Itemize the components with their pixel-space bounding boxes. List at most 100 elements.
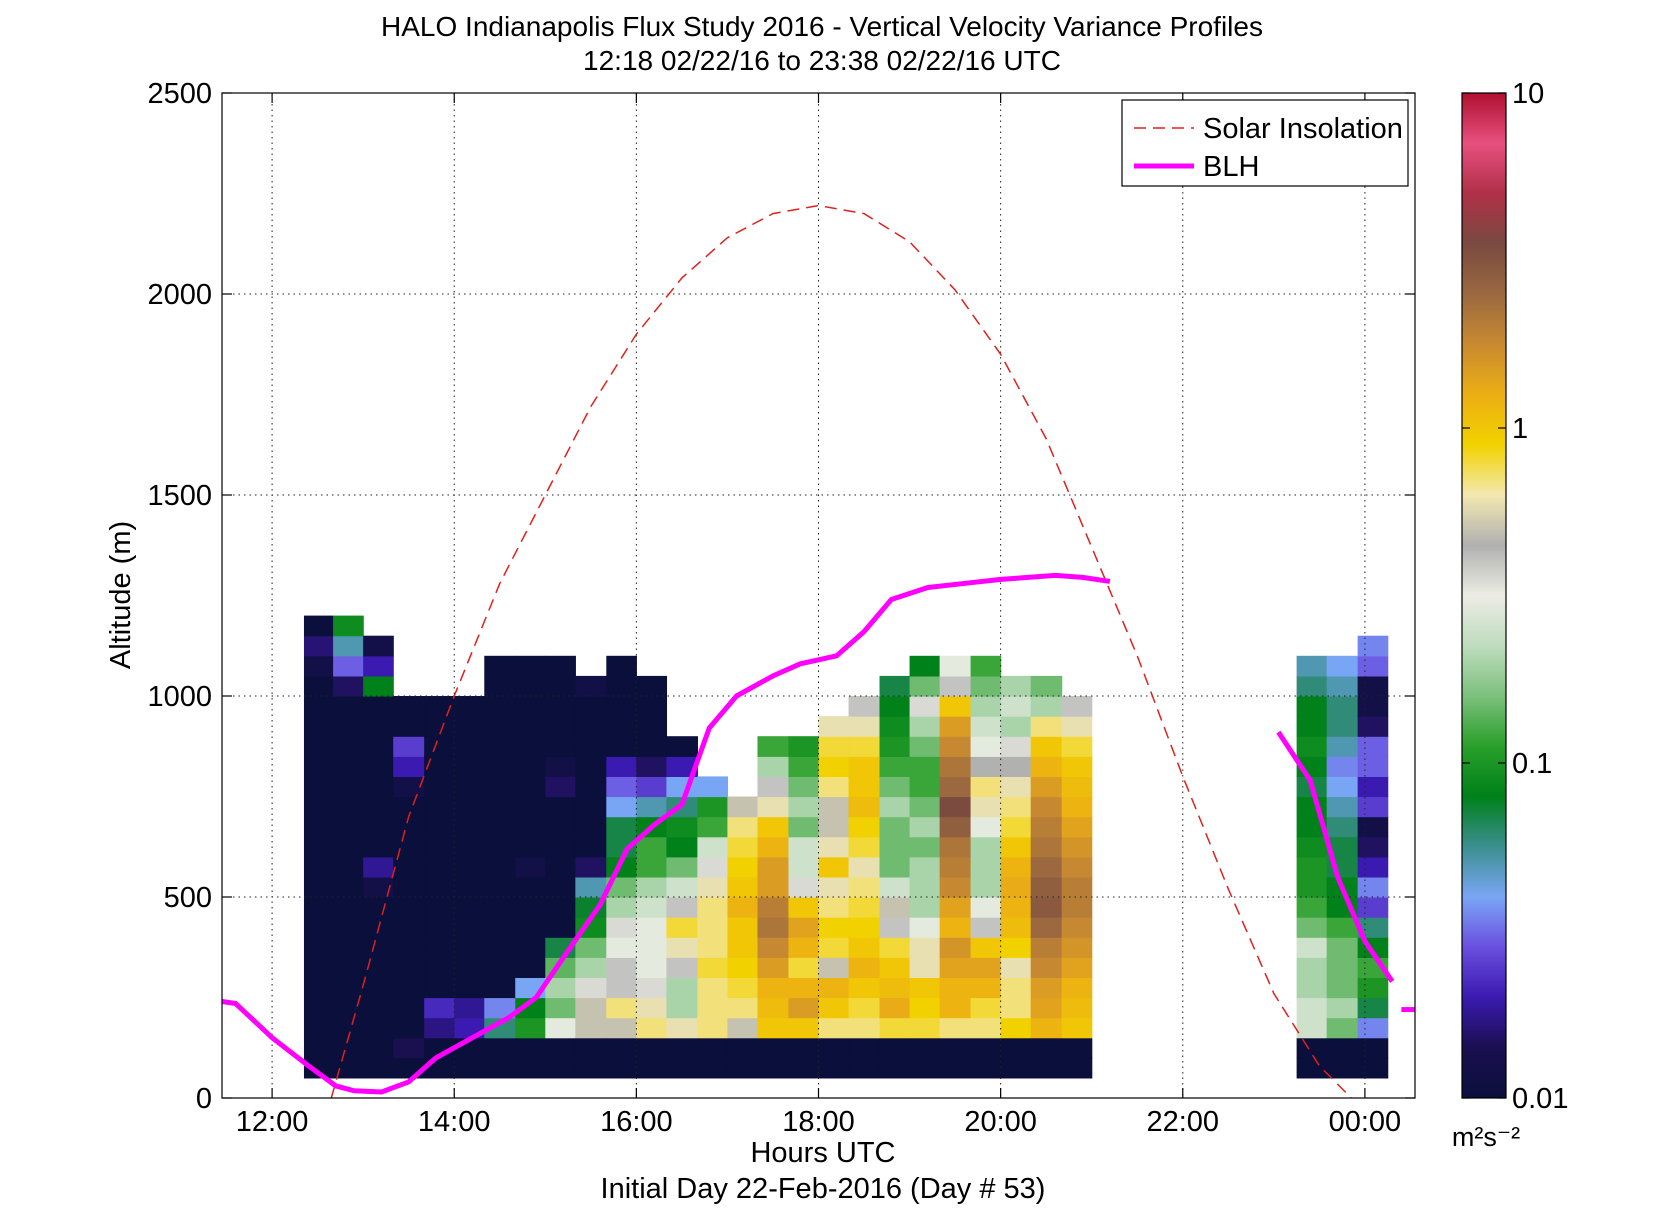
- heatmap-cell: [909, 836, 941, 858]
- heatmap-cell: [697, 856, 729, 878]
- heatmap-cell: [636, 736, 668, 757]
- heatmap-cell: [303, 736, 334, 757]
- heatmap-cell: [909, 917, 941, 938]
- heatmap-cell: [484, 696, 516, 717]
- heatmap-cell: [818, 997, 850, 1019]
- heatmap-cell: [363, 816, 394, 838]
- heatmap-cell: [303, 796, 334, 818]
- heatmap-cell: [515, 655, 546, 677]
- heatmap-cell: [848, 716, 881, 737]
- heatmap-cell: [757, 796, 790, 818]
- heatmap-cell: [939, 1057, 972, 1079]
- heatmap-cell: [303, 1037, 334, 1059]
- heatmap-cell: [1326, 1037, 1359, 1059]
- plot-area: 12:00 14:00 16:00 18:00 20:00 22:00 00:00 0 500…: [147, 78, 1416, 1138]
- heatmap-cell: [454, 756, 485, 777]
- heatmap-cell: [575, 776, 607, 798]
- heatmap-cell: [363, 856, 394, 878]
- heatmap-cell: [393, 1037, 425, 1059]
- heatmap-cell: [727, 1037, 759, 1059]
- heatmap-cell: [575, 736, 607, 757]
- heatmap-cell: [727, 957, 759, 978]
- heatmap-cell: [484, 937, 516, 958]
- heatmap-cell: [393, 997, 425, 1019]
- heatmap-cell: [1000, 736, 1032, 757]
- heatmap-cell: [788, 977, 820, 999]
- heatmap-cell: [393, 957, 425, 978]
- heatmap-cell: [515, 696, 546, 717]
- heatmap-cell: [545, 917, 576, 938]
- heatmap-cell: [636, 696, 668, 717]
- heatmap-cell: [970, 736, 1002, 757]
- heatmap-cell: [848, 776, 881, 798]
- heatmap-cell: [970, 675, 1002, 697]
- heatmap-cell: [424, 876, 455, 898]
- heatmap-cell: [1061, 937, 1093, 958]
- heatmap-cell: [515, 937, 546, 958]
- heatmap-cell: [575, 876, 607, 898]
- heatmap-cell: [515, 816, 546, 838]
- heatmap-cell: [939, 897, 972, 918]
- heatmap-cell: [970, 957, 1002, 978]
- heatmap-cell: [666, 816, 698, 838]
- heatmap-cell: [727, 1017, 759, 1039]
- heatmap-cell: [970, 696, 1002, 717]
- heatmap-cell: [909, 957, 941, 978]
- heatmap-cell: [727, 876, 759, 898]
- heatmap-cell: [848, 756, 881, 777]
- heatmap-cell: [1296, 937, 1328, 958]
- heatmap-cell: [666, 756, 698, 777]
- heatmap-cell: [727, 1057, 759, 1079]
- heatmap-cell: [1296, 836, 1328, 858]
- heatmap-cell: [848, 937, 881, 958]
- heatmap-cell: [606, 897, 637, 918]
- heatmap-cell: [879, 836, 911, 858]
- heatmap-cell: [970, 937, 1002, 958]
- heatmap-cell: [333, 796, 364, 818]
- heatmap-cell: [575, 997, 607, 1019]
- heatmap-cell: [636, 675, 668, 697]
- heatmap-cell: [1326, 696, 1359, 717]
- heatmap-cell: [939, 655, 972, 677]
- heatmap-cell: [454, 977, 485, 999]
- heatmap-cell: [848, 917, 881, 938]
- heatmap-cell: [545, 776, 576, 798]
- heatmap-cell: [575, 1037, 607, 1059]
- heatmap-cell: [879, 816, 911, 838]
- heatmap-cell: [818, 736, 850, 757]
- heatmap-cell: [393, 736, 425, 757]
- heatmap-cell: [545, 997, 576, 1019]
- heatmap-cell: [1000, 997, 1032, 1019]
- heatmap-cell: [818, 876, 850, 898]
- heatmap-cell: [818, 1057, 850, 1079]
- heatmap-cell: [939, 816, 972, 838]
- heatmap-cell: [1326, 675, 1359, 697]
- heatmap-cell: [1061, 816, 1093, 838]
- heatmap-cell: [757, 997, 790, 1019]
- heatmap-cell: [424, 897, 455, 918]
- heatmap-cell: [545, 716, 576, 737]
- heatmap-cell: [484, 776, 516, 798]
- heatmap-cell: [666, 1017, 698, 1039]
- heatmap-cell: [333, 756, 364, 777]
- heatmap-cell: [697, 876, 729, 898]
- heatmap-cell: [1000, 1037, 1032, 1059]
- heatmap-cell: [484, 796, 516, 818]
- heatmap-cell: [575, 816, 607, 838]
- heatmap-cell: [1061, 696, 1093, 717]
- heatmap-cell: [424, 776, 455, 798]
- heatmap-cell: [1326, 957, 1359, 978]
- heatmap-cell: [393, 1017, 425, 1039]
- heatmap-cell: [818, 957, 850, 978]
- heatmap-cell: [909, 856, 941, 878]
- heatmap-cell: [484, 1037, 516, 1059]
- x-tick-label: 12:00: [236, 1106, 309, 1138]
- heatmap-cell: [606, 816, 637, 838]
- heatmap-cell: [788, 957, 820, 978]
- heatmap-cell: [697, 796, 729, 818]
- heatmap-cell: [1000, 675, 1032, 697]
- heatmap-cell: [303, 876, 334, 898]
- heatmap-cell: [636, 977, 668, 999]
- heatmap-cell: [454, 856, 485, 878]
- heatmap-cell: [757, 1057, 790, 1079]
